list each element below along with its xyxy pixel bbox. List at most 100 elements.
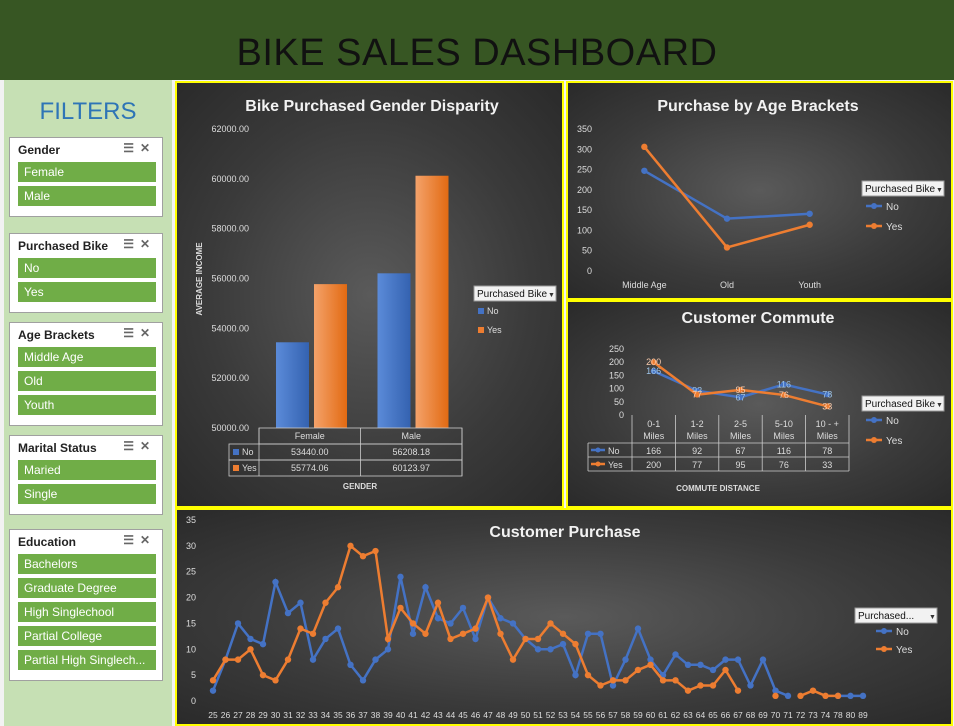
table-cell: 200 [646,460,661,470]
legend[interactable]: Purchased Bike ▼ [473,285,557,302]
data-point-no [209,687,217,694]
table-header: 10 - + [816,419,839,429]
multi-select-icon[interactable]: ☰✕ [123,439,156,453]
legend-swatch-no [478,308,484,314]
slicer-item-female[interactable]: Female [18,162,156,182]
slicer-item-partial-college[interactable]: Partial College [18,626,156,646]
x-tick-label: 55 [583,710,593,720]
data-point-yes [609,677,617,684]
multi-select-icon[interactable]: ☰✕ [123,533,156,547]
commute-chart: Customer Commute 250 200 150 100 50 0 0-1 Miles 1… [587,310,945,493]
data-point-yes [372,547,379,555]
slicer-item-no[interactable]: No [18,258,156,278]
x-tick-label: 32 [296,710,306,720]
y-axis-label: AVERAGE INCOME [195,242,204,316]
table-cell: 60123.97 [392,463,430,473]
x-tick-label: 35 [333,710,343,720]
legend-filter-button[interactable] [861,180,945,197]
legend-title: Purchased Bike [865,399,935,410]
dropdown-arrow-icon: ▼ [929,614,936,621]
data-point-yes [809,687,817,694]
data-point-no [334,625,342,632]
x-tick-label: 38 [371,710,381,720]
data-point-no [780,381,787,388]
legend-marker-yes [881,646,887,652]
legend-filter-button[interactable] [854,607,938,624]
table-cell: 78 [822,446,832,456]
commute-chart-panel: Customer Commute 250 200 150 100 50 0 0-1 Miles 1… [566,300,953,508]
data-point-no [559,640,567,648]
data-point-yes [772,692,779,700]
data-point-no [384,646,392,653]
slicer-item-middle-age[interactable]: Middle Age [18,347,156,367]
data-point-yes [547,620,554,627]
table-cell: 56208.18 [392,447,430,457]
data-point-no [609,682,617,689]
slicer-item-partial-high-singlech[interactable]: Partial High Singlech... [18,650,156,670]
data-point-no [259,640,267,648]
table-row-label-no: No [242,447,254,457]
chart-title: Bike Purchased Gender Disparity [245,98,499,115]
y-tick-label: 20 [186,593,196,603]
slicer-age-brackets: Age Brackets ☰✕ Middle Age Old Youth [9,322,163,426]
data-point-yes [697,682,704,689]
data-point-no [772,687,779,694]
multi-select-icon[interactable]: ☰✕ [123,326,156,340]
x-tick-label: 63 [683,710,693,720]
data-label-no: 166 [646,366,661,376]
y-tick-label: 0 [587,266,592,276]
legend-filter-button[interactable] [473,285,557,302]
multi-select-icon[interactable]: ☰✕ [123,237,156,251]
x-tick-label: 33 [308,710,318,720]
x-tick-label: 53 [558,710,568,720]
y-tick-label: 200 [577,185,592,195]
table-header: Miles [730,431,752,441]
legend-label-no: No [896,627,909,638]
legend[interactable]: Purchased Bike ▼ [861,395,945,412]
legend-marker-yes [871,437,877,443]
legend-marker-no [871,417,877,423]
legend[interactable]: Purchased... ▼ [854,607,938,624]
data-label-yes: 200 [646,357,661,367]
slicer-item-graduate-degree[interactable]: Graduate Degree [18,578,156,598]
data-point-no [497,615,504,622]
legend-marker-no [871,203,877,209]
x-tick-label: 48 [496,710,506,720]
legend-marker-no [881,628,887,634]
dashboard-title: BIKE SALES DASHBOARD [236,32,718,74]
data-point-no [434,615,442,622]
slicer-item-male[interactable]: Male [18,186,156,206]
data-table: Female Male No 53440.00 56208.18 Yes 55774.06 6… [228,427,463,477]
data-point-yes [709,682,717,689]
x-tick-label: 39 [383,710,393,720]
table-header: 1-2 [691,419,704,429]
x-tick-label: 59 [633,710,643,720]
data-point-no [247,635,254,643]
slicer-item-youth[interactable]: Youth [18,395,156,415]
data-table: 0-1 Miles 1-2 Miles 2-5 Miles 5-10 Miles 10 - + M… [587,415,850,472]
data-point-yes [397,604,404,612]
slicer-item-single[interactable]: Single [18,484,156,504]
series-line-yes [800,689,838,698]
x-tick-label: 36 [346,710,356,720]
data-point-no [347,661,354,668]
chart-title: Customer Purchase [489,524,640,541]
slicer-item-old[interactable]: Old [18,371,156,391]
slicer-title: Gender ☰✕ [18,141,156,157]
x-tick-label: 69 [758,710,768,720]
legend-filter-button[interactable] [861,395,945,412]
multi-select-icon[interactable]: ☰✕ [123,141,156,155]
data-point-no [509,620,517,627]
slicer-item-maried[interactable]: Maried [18,460,156,480]
y-tick-label: 350 [577,124,592,134]
data-label-no: 116 [777,379,791,389]
data-point-no [759,656,767,663]
table-cell: 55774.06 [291,463,329,473]
slicer-item-high-singlechool[interactable]: High Singlechool [18,602,156,622]
y-tick-label: 0 [619,410,624,420]
legend[interactable]: Purchased Bike ▼ [861,180,945,197]
slicer-item-bachelors[interactable]: Bachelors [18,554,156,574]
slicer-item-yes[interactable]: Yes [18,282,156,302]
data-point-no [824,391,831,398]
data-point-yes [780,391,787,398]
